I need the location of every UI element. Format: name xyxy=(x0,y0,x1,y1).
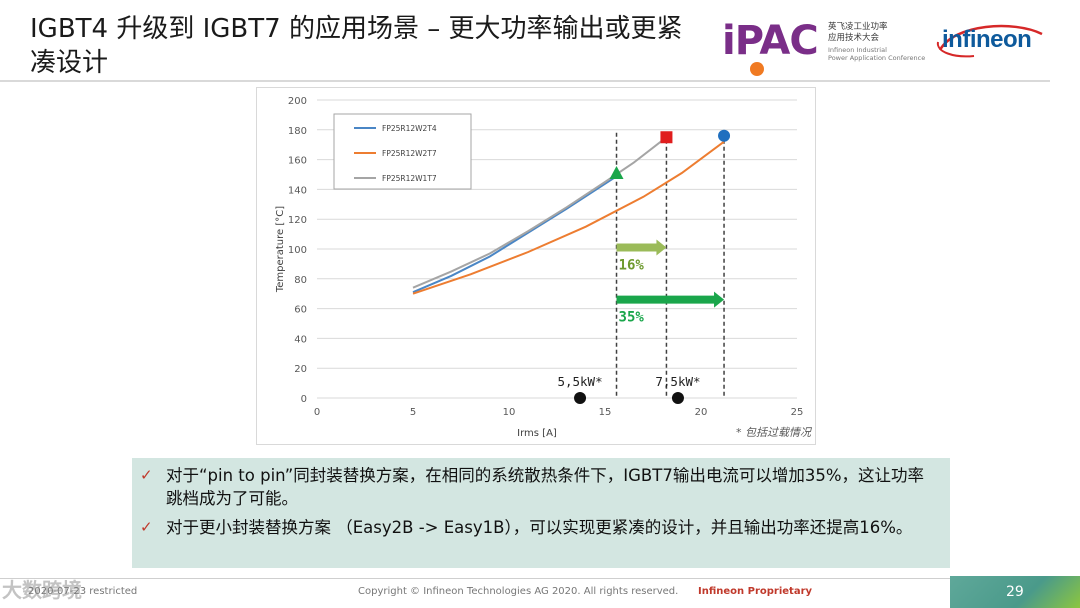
title-divider xyxy=(0,80,1050,82)
check-icon: ✓ xyxy=(140,466,153,484)
power-point-label: 7,5kW* xyxy=(655,374,700,389)
series-line-FP25R12W2T4 xyxy=(412,176,616,294)
legend-label: FP25R12W2T4 xyxy=(382,124,437,133)
x-tick-label: 10 xyxy=(503,407,516,418)
ipac-logo-en-line1: Infineon Industrial xyxy=(828,46,887,54)
y-tick-label: 80 xyxy=(294,275,307,286)
legend-box xyxy=(333,113,472,190)
x-tick-label: 15 xyxy=(599,407,612,418)
footer-date: 2020-07-23 restricted xyxy=(28,586,138,597)
x-tick-label: 5 xyxy=(410,407,416,418)
y-tick-label: 180 xyxy=(288,126,307,137)
series-line-FP25R12W2T7 xyxy=(412,140,725,295)
infineon-swoosh-icon xyxy=(936,24,1043,58)
temperature-chart: 0 20 40 60 80 100 120 140 160 180 200 0 5 10 15 20 25 Irm… xyxy=(275,96,813,439)
ipac-logo-cn-line2: 应用技术大会 xyxy=(828,33,880,43)
bullet-text: 对于“pin to pin”同封装替换方案，在相同的系统散热条件下，IGBT7输… xyxy=(166,466,925,508)
triangle-marker xyxy=(609,166,624,180)
legend-label: FP25R12W1T7 xyxy=(382,174,437,183)
ipac-logo-dot-icon xyxy=(750,62,764,76)
power-point-marker xyxy=(671,392,684,404)
chart-footnote: * 包括过载情况 xyxy=(736,426,813,439)
circle-marker xyxy=(718,129,731,142)
notes-box: ✓ 对于“pin to pin”同封装替换方案，在相同的系统散热条件下，IGBT… xyxy=(132,458,950,568)
y-tick-label: 140 xyxy=(288,185,307,196)
power-point-label: 5,5kW* xyxy=(557,374,602,389)
infineon-logo-text: infineon xyxy=(942,26,1032,53)
x-tick-label: 25 xyxy=(791,407,804,418)
ipac-logo: iPAC 英飞凌工业功率 应用技术大会 Infineon Industrial … xyxy=(722,16,932,76)
square-marker xyxy=(660,131,673,144)
y-tick-label: 100 xyxy=(288,245,307,256)
power-point-marker xyxy=(574,392,587,404)
page-number: 29 xyxy=(1006,584,1024,600)
slide-title: IGBT4 升级到 IGBT7 的应用场景 – 更大功率输出或更紧凑设计 xyxy=(30,14,683,78)
page-number-band xyxy=(950,576,1080,608)
ipac-logo-mark: iPAC xyxy=(722,18,819,64)
legend-label: FP25R12W2T7 xyxy=(382,149,437,158)
y-tick-label: 200 xyxy=(288,96,307,107)
series-line-FP25R12W1T7 xyxy=(412,136,668,289)
infineon-logo: infineon xyxy=(934,20,1046,60)
y-tick-label: 0 xyxy=(301,394,307,405)
y-axis-label: Temperature [°C] xyxy=(275,206,286,293)
percent-label: 35% xyxy=(619,310,645,326)
x-tick-label: 0 xyxy=(314,407,320,418)
ipac-logo-cn-line1: 英飞凌工业功率 xyxy=(828,22,888,32)
y-tick-label: 60 xyxy=(294,305,307,316)
chart-frame: 0 20 40 60 80 100 120 140 160 180 200 0 5 10 15 20 25 Irm… xyxy=(256,87,816,445)
watermark: 大数跨境 xyxy=(2,578,82,602)
y-tick-label: 160 xyxy=(288,156,307,167)
ipac-logo-en-line2: Power Application Conference xyxy=(828,54,926,62)
y-tick-label: 120 xyxy=(288,215,307,226)
percent-label: 16% xyxy=(619,258,645,274)
x-tick-label: 20 xyxy=(695,407,708,418)
footer-proprietary: Infineon Proprietary xyxy=(698,586,813,597)
check-icon: ✓ xyxy=(140,518,153,536)
percent-arrow xyxy=(616,239,667,256)
bullet-text: 对于更小封装替换方案 （Easy2B -> Easy1B），可以实现更紧凑的设计… xyxy=(166,518,913,537)
y-tick-label: 20 xyxy=(294,364,307,375)
footer-divider xyxy=(0,578,950,579)
x-axis-label: Irms [A] xyxy=(517,428,557,439)
footer-copyright: Copyright © Infineon Technologies AG 202… xyxy=(358,586,679,597)
percent-arrow xyxy=(616,291,725,308)
y-tick-label: 40 xyxy=(294,334,307,345)
